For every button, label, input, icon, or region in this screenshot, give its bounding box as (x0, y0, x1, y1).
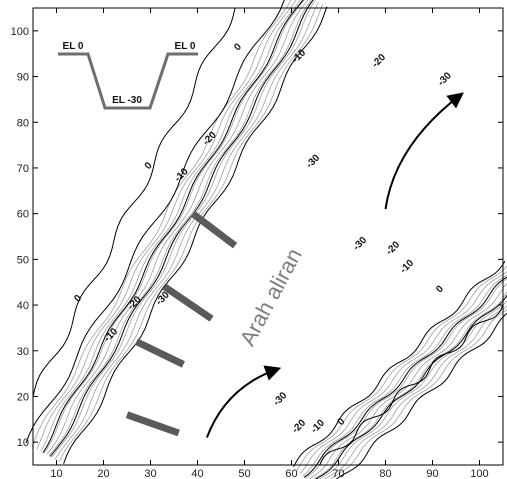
contour-label: -20 (290, 417, 308, 435)
contour-label: -20 (384, 239, 402, 257)
contour-label: -30 (436, 70, 454, 88)
x-tick-label: 90 (426, 468, 438, 479)
x-tick-label: 100 (470, 468, 488, 479)
y-tick-label: 50 (17, 254, 29, 266)
left-bank-minor-contour (40, 0, 301, 452)
left-bank-minor-contour (48, 0, 312, 457)
annotation-layer: Arah aliran (235, 244, 307, 350)
x-tick-label: 40 (191, 468, 203, 479)
y-tick-label: 10 (17, 437, 29, 449)
y-tick-label: 100 (11, 26, 29, 38)
plot-frame (32, 7, 504, 466)
left-bank-minor-contour (51, 0, 316, 458)
contour-label: -10 (309, 417, 327, 435)
left-bank-minor-contour (43, 0, 305, 454)
flow-arrow (205, 365, 282, 438)
right-bank-minor-contour (324, 305, 507, 479)
inset-elevation-label: EL 0 (175, 41, 196, 52)
contour-line-20-right (314, 294, 507, 479)
y-tick-label: 70 (17, 163, 29, 175)
right-bank-minor-contour (302, 274, 507, 477)
contour-line-0-left (63, 6, 328, 464)
x-tick-label: 20 (97, 468, 109, 479)
cross-section-inset: EL 0 EL -30 EL 0 (58, 41, 198, 110)
minor-contours (31, 0, 507, 479)
y-tick-label: 20 (17, 391, 29, 403)
y-tick-label: 90 (17, 72, 29, 84)
left-bank-minor-contour (31, 0, 292, 447)
contour-line-0-upper-left (32, 7, 236, 397)
contour-line-0-lower-right (319, 304, 504, 466)
x-tick-label: 60 (285, 468, 297, 479)
right-bank-minor-contour (329, 309, 507, 479)
contour-line-20-left (42, 0, 304, 453)
trapezoid-section (58, 52, 198, 110)
groyne (190, 210, 238, 249)
contour-label: -30 (351, 235, 369, 253)
contour-label: -20 (201, 129, 219, 147)
flow-arrows (205, 92, 464, 438)
right-bank-minor-contour (304, 277, 507, 479)
contour-line-30-left (25, 0, 285, 444)
left-bank-minor-contour (54, 2, 319, 460)
ticks (33, 8, 503, 465)
contour-label: -30 (304, 152, 322, 170)
left-bank-minor-contour (36, 0, 297, 450)
inset-elevation-label: EL -30 (112, 95, 142, 106)
contour-label: 0 (434, 283, 446, 295)
contour-line-30-right (335, 312, 507, 479)
x-tick-label: 50 (238, 468, 250, 479)
left-bank-minor-contour (46, 0, 309, 455)
right-bank-minor-contour (296, 265, 507, 471)
tick-labels: 10 20 30 40 50 60 70 80 90 100 10 20 30 40 50 60 70 80 90 1… (11, 26, 489, 479)
groyne (162, 283, 214, 322)
contour-label: 0 (232, 41, 244, 53)
inset-elevation-label: EL 0 (63, 41, 84, 52)
main-contours (25, 0, 507, 479)
flow-direction-annotation: Arah aliran (235, 244, 307, 350)
right-bank-minor-contour (308, 282, 507, 479)
right-bank-minor-contour (299, 271, 507, 474)
contour-label: -30 (271, 390, 289, 408)
groynes (125, 210, 238, 437)
x-tick-label: 70 (332, 468, 344, 479)
left-bank-minor-contour (59, 4, 324, 462)
contour-label: 0 (336, 416, 348, 428)
contour-label: -20 (370, 52, 388, 70)
contour-label: -10 (398, 257, 416, 275)
contour-label: -10 (173, 166, 191, 184)
groyne (134, 338, 185, 368)
x-tick-label: 10 (50, 468, 62, 479)
y-tick-label: 60 (17, 209, 29, 221)
contour-line-0-right (292, 260, 506, 468)
x-tick-label: 30 (144, 468, 156, 479)
y-tick-label: 40 (17, 300, 29, 312)
x-tick-label: 80 (379, 468, 391, 479)
right-bank-minor-contour (318, 300, 507, 479)
y-tick-label: 80 (17, 117, 29, 129)
right-bank-minor-contour (313, 291, 507, 479)
contour-line-10-right (303, 276, 507, 478)
flow-arrow (384, 92, 464, 210)
y-tick-label: 30 (17, 346, 29, 358)
groyne (125, 411, 180, 437)
contour-line-10-left (49, 0, 314, 457)
